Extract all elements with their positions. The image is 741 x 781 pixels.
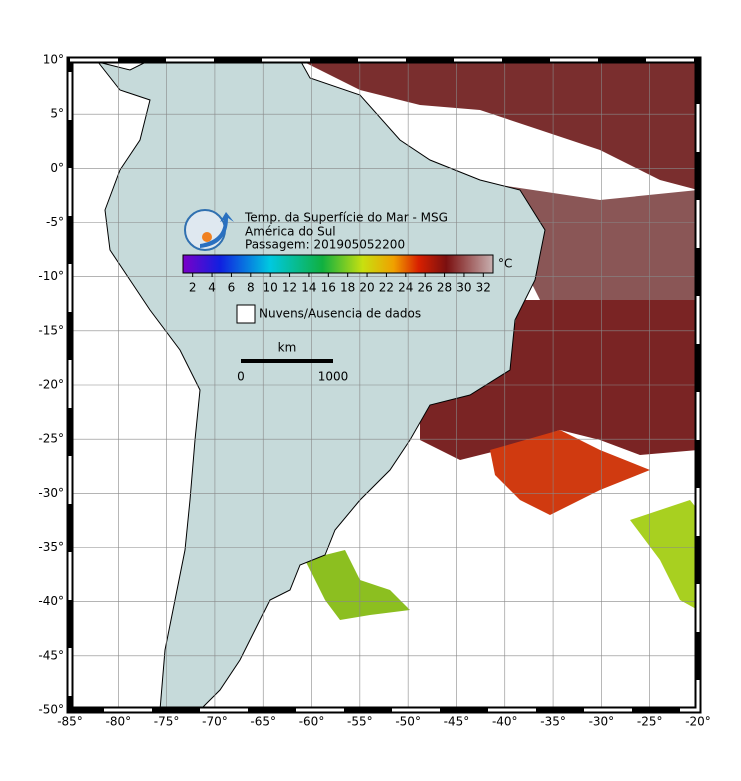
colorbar-tick-label: 24 [398,281,413,295]
x-tick-label: -70° [202,715,228,729]
logo [184,209,234,251]
x-tick-label: -35° [540,715,566,729]
colorbar-tick-label: 30 [456,281,471,295]
y-tick-label: 0° [50,161,64,175]
x-tick-label: -75° [154,715,180,729]
x-tick-label: -40° [492,715,518,729]
x-tick-label: -45° [444,715,470,729]
x-tick-label: -20° [685,715,711,729]
title-line: Passagem: 201905052200 [245,238,405,252]
colorbar-unit: °C [498,257,512,271]
y-tick-label: -45° [38,648,64,662]
colorbar-tick-label: 28 [437,281,452,295]
x-tick-label: -30° [589,715,615,729]
sst-green-west [305,550,410,620]
grid [70,60,698,710]
sst-green-east [630,500,698,610]
title-line: América do Sul [245,225,336,239]
legend-label: Nuvens/Ausencia de dados [259,307,421,321]
y-tick-label: -10° [38,269,64,283]
colorbar-tick-label: 20 [359,281,374,295]
x-tick-label: -80° [106,715,132,729]
x-tick-label: -25° [637,715,663,729]
y-tick-label: 10° [43,53,64,67]
frame-ticks [68,58,700,712]
x-tick-label: -60° [299,715,325,729]
sst-south [420,300,698,460]
scalebar [241,359,333,363]
y-tick-label: -15° [38,323,64,337]
sst-east [500,185,698,310]
sst-red [490,430,650,515]
colorbar-tick-label: 26 [418,281,433,295]
y-tick-label: -40° [38,594,64,608]
sst-north [300,60,698,190]
colorbar-tick-label: 6 [228,281,236,295]
y-tick-label: 5° [50,107,64,121]
colorbar-tick-label: 8 [247,281,255,295]
y-tick-label: -5° [46,215,64,229]
x-tick-label: -55° [347,715,373,729]
x-tick-label: -65° [250,715,276,729]
scalebar-label: 0 [237,370,245,384]
x-tick-label: -50° [395,715,421,729]
y-tick-label: -20° [38,378,64,392]
colorbar-tick-label: 2 [189,281,197,295]
colorbar-tick-label: 12 [282,281,297,295]
y-tick-label: -35° [38,540,64,554]
colorbar-tick-label: 16 [321,281,336,295]
y-tick-label: -50° [38,703,64,717]
y-tick-label: -30° [38,486,64,500]
x-tick-label: -85° [57,715,83,729]
colorbar-tick-label: 10 [263,281,278,295]
y-tick-label: -25° [38,432,64,446]
colorbar-tick-label: 22 [379,281,394,295]
map-body [70,60,698,710]
scalebar-unit: km [278,341,297,355]
colorbar [182,254,494,274]
legend-swatch [236,304,256,324]
colorbar-tick-label: 4 [208,281,216,295]
colorbar-tick-label: 14 [301,281,316,295]
title-line: Temp. da Superfície do Mar - MSG [244,211,448,225]
colorbar-tick-label: 18 [340,281,355,295]
colorbar-tick-label: 32 [476,281,491,295]
scalebar-label: 1000 [318,370,349,384]
